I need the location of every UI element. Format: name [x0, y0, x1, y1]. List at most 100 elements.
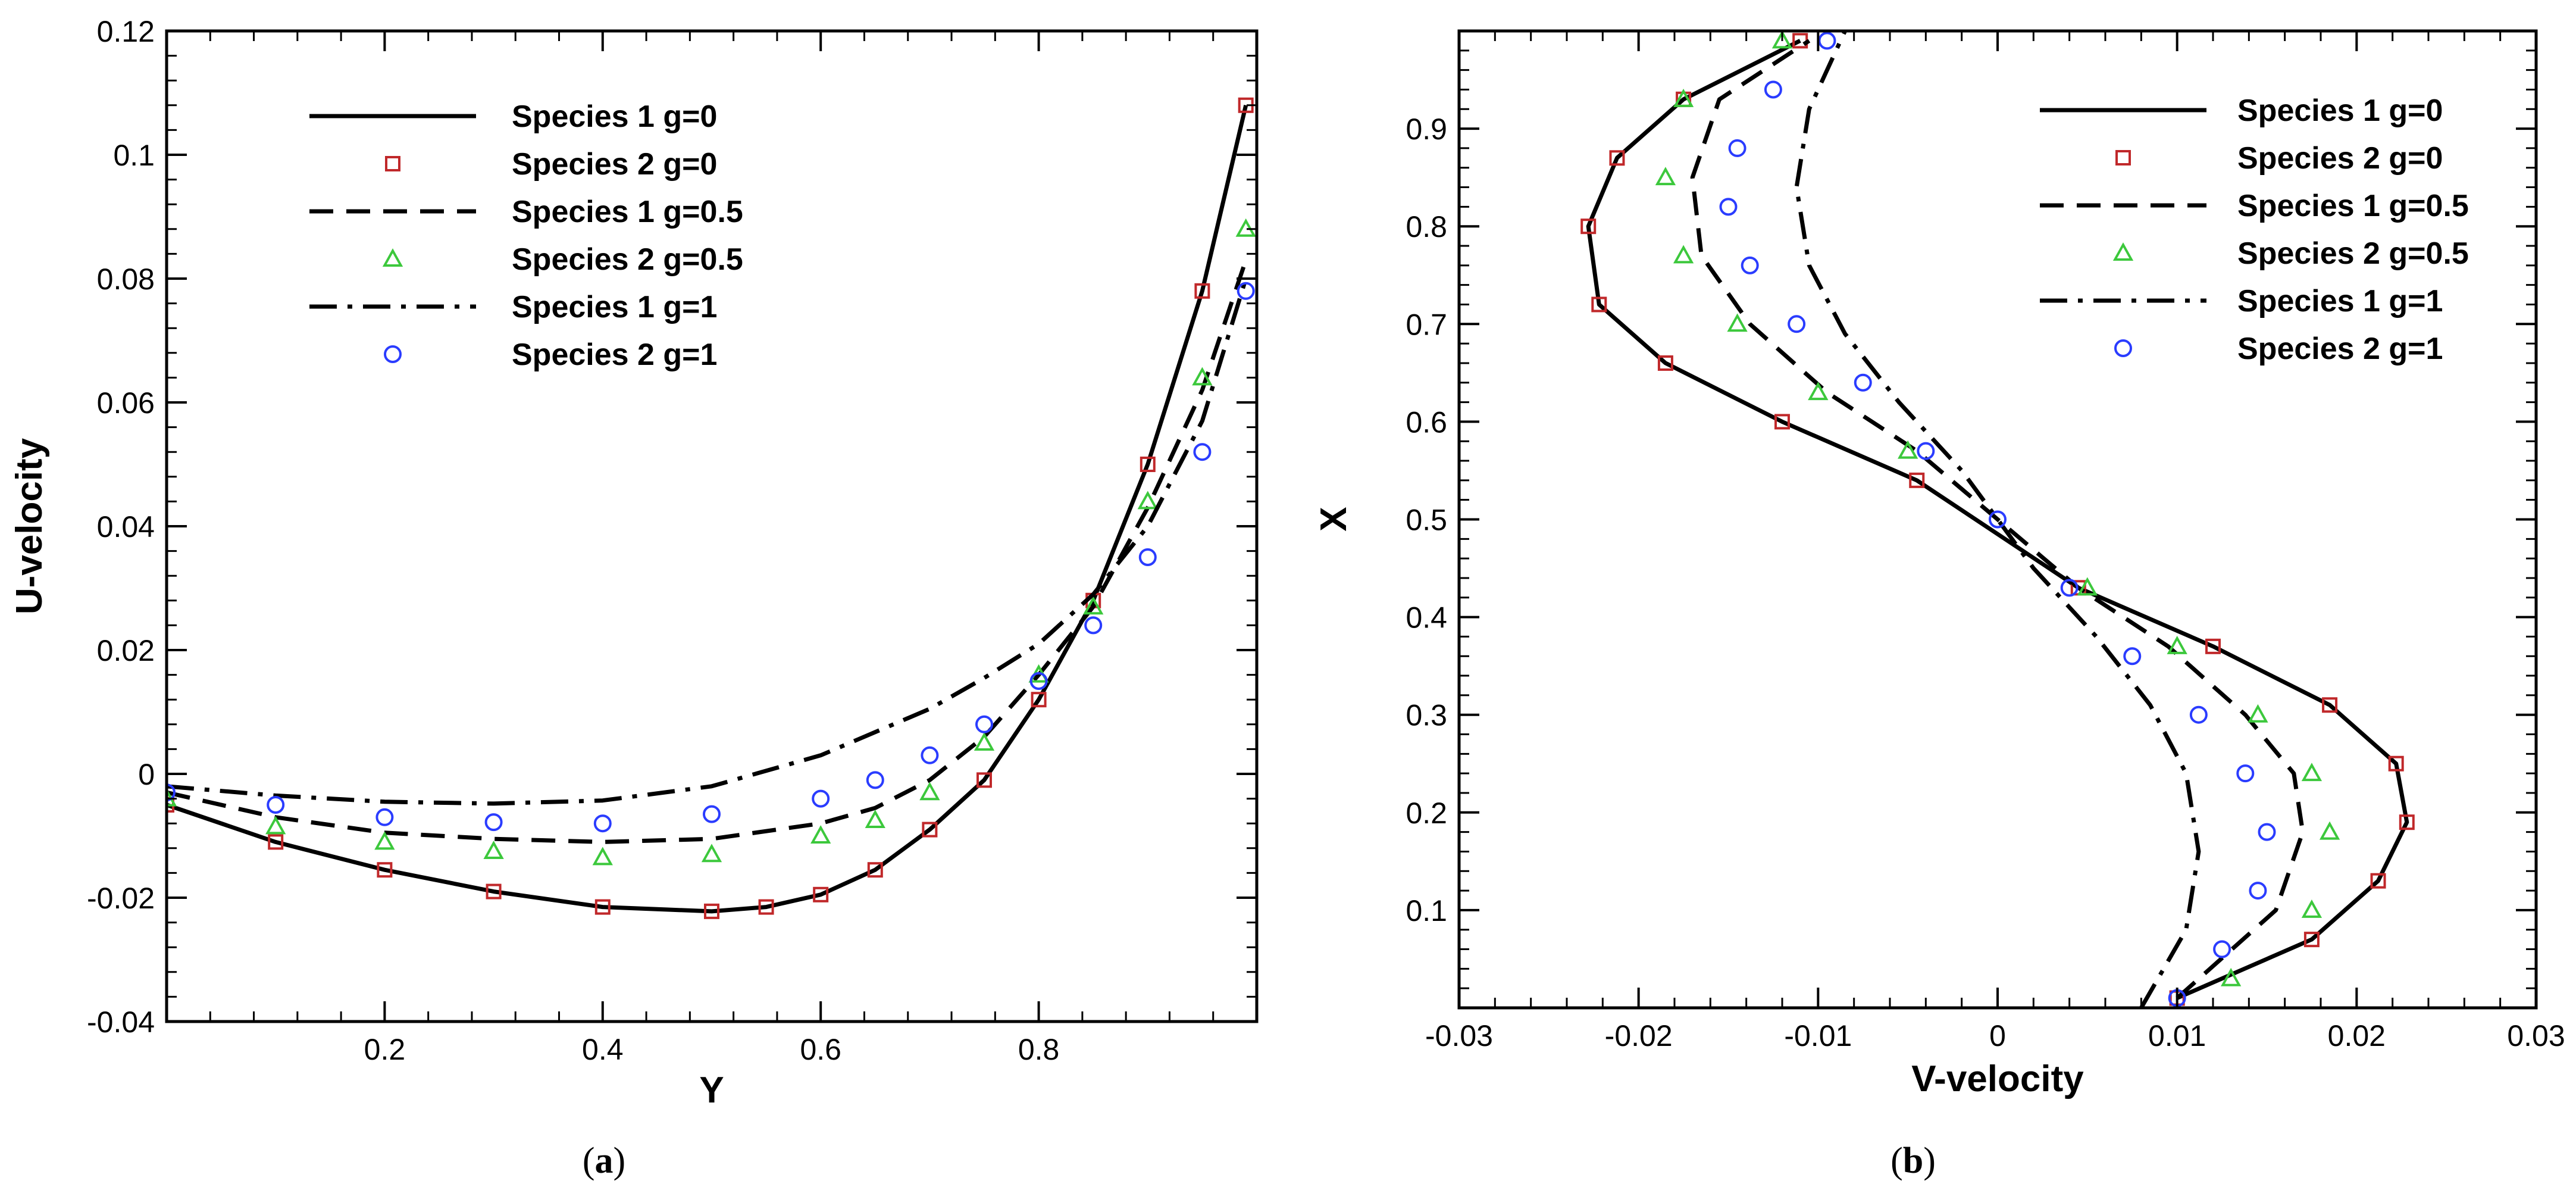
- data-point: [1083, 596, 1104, 615]
- data-point: [1084, 616, 1103, 635]
- data-point: [1591, 296, 1607, 313]
- data-point: [1193, 443, 1212, 461]
- data-point: [1237, 282, 1255, 300]
- series-line: [167, 259, 1248, 844]
- series-line: [1690, 39, 2305, 1000]
- legend-item: Species 1 g=0: [309, 99, 717, 134]
- data-point: [374, 831, 395, 850]
- data-point: [1898, 440, 1918, 459]
- data-point: [265, 816, 286, 835]
- y-tick-label: 0.1: [113, 139, 155, 172]
- y-tick-label: 0.1: [1406, 894, 1447, 927]
- panel-caption: (a): [583, 1141, 625, 1181]
- data-point: [1673, 245, 1694, 264]
- series-line: [167, 277, 1248, 806]
- x-tick-label: 0.02: [2328, 1019, 2386, 1052]
- data-point: [1727, 313, 1748, 332]
- data-point: [1741, 256, 1759, 274]
- data-point: [1192, 367, 1213, 386]
- data-point: [2370, 873, 2386, 889]
- data-point: [1989, 510, 2007, 529]
- y-tick-label: 0: [138, 758, 155, 791]
- data-point: [1808, 382, 1829, 401]
- data-point: [1728, 139, 1746, 157]
- data-point: [1771, 31, 1793, 49]
- data-point: [1673, 89, 1694, 107]
- series-5: [167, 277, 1248, 806]
- caption-letter: a: [595, 1141, 614, 1181]
- x-tick-label: 0.01: [2148, 1019, 2206, 1052]
- series-1: [1586, 39, 2409, 1000]
- x-axis-title: Y: [699, 1070, 724, 1111]
- legend-item: Species 2 g=0.5: [2112, 236, 2469, 271]
- data-point: [919, 782, 940, 801]
- chart-panel-b: -0.03 -0.02 -0.01 0 0.01 0.02 0.03 0.1 0.2 0.3 0.4…: [1313, 29, 2565, 1181]
- series-6: [167, 282, 1255, 833]
- series-1: [167, 104, 1248, 914]
- data-point: [1580, 218, 1597, 235]
- plot-area-a: [167, 97, 1256, 919]
- y-tick-label: 0.02: [97, 634, 155, 667]
- data-point: [1719, 198, 1738, 216]
- series-3: [167, 259, 1248, 844]
- data-point: [1031, 692, 1047, 708]
- x-axis-title: V-velocity: [1911, 1058, 2084, 1100]
- data-point: [866, 771, 884, 789]
- legend-marker: [384, 345, 402, 363]
- legend-item: Species 2 g=0: [385, 147, 717, 182]
- data-point: [2301, 899, 2323, 918]
- y-tick-label: 0.4: [1406, 601, 1447, 635]
- legend-label: Species 1 g=0: [512, 99, 717, 134]
- data-point: [701, 844, 722, 863]
- legend-marker: [2114, 339, 2132, 357]
- legend-label: Species 2 g=0.5: [2237, 236, 2469, 271]
- y-tick-label: 0.2: [1406, 797, 1447, 830]
- y-tick-label: 0.08: [97, 263, 155, 296]
- data-point: [377, 862, 393, 878]
- data-point: [2319, 821, 2340, 840]
- data-point: [484, 813, 503, 832]
- legend-label: Species 1 g=0: [2237, 93, 2443, 128]
- legend-marker: [382, 248, 403, 267]
- data-point: [921, 746, 939, 764]
- legend: Species 1 g=0 Species 2 g=0 Species 1 g=0.…: [309, 99, 743, 372]
- legend-item: Species 2 g=0.5: [382, 242, 743, 277]
- x-tick-label: -0.01: [1784, 1019, 1852, 1052]
- y-axis-title: X: [1313, 507, 1354, 531]
- data-point: [2205, 638, 2221, 654]
- legend-label: Species 2 g=0.5: [512, 242, 743, 277]
- data-point: [1917, 442, 1935, 460]
- data-point: [1029, 672, 1048, 690]
- data-point: [704, 903, 719, 919]
- x-tick-label: 0.8: [1018, 1033, 1060, 1066]
- data-point: [2060, 579, 2079, 597]
- legend-item: Species 1 g=0.5: [2040, 189, 2469, 223]
- data-point: [2077, 577, 2098, 596]
- data-point: [758, 899, 774, 915]
- y-tick-label: 0.12: [97, 15, 155, 48]
- legend-label: Species 2 g=1: [2237, 332, 2443, 366]
- y-tick-label: -0.02: [87, 882, 155, 915]
- data-point: [592, 847, 613, 866]
- series-line: [1794, 31, 2201, 1008]
- data-point: [1655, 167, 1676, 186]
- panel-caption: (b): [1890, 1141, 1936, 1181]
- data-point: [1788, 315, 1806, 333]
- data-point: [1764, 80, 1782, 99]
- x-tick-label: 0.6: [800, 1033, 841, 1066]
- data-point: [1138, 548, 1157, 566]
- data-point: [593, 814, 612, 833]
- data-point: [810, 825, 831, 844]
- legend-item: Species 1 g=0: [2040, 93, 2443, 128]
- data-point: [2189, 705, 2208, 724]
- data-point: [1774, 414, 1790, 430]
- data-point: [812, 789, 830, 808]
- data-point: [2213, 940, 2231, 958]
- legend-item: Species 1 g=1: [309, 290, 717, 324]
- data-point: [1140, 457, 1156, 472]
- data-point: [867, 862, 883, 878]
- y-tick-label: 0.7: [1406, 308, 1447, 341]
- data-point: [2221, 967, 2242, 986]
- series-4: [1655, 31, 2340, 986]
- data-point: [267, 796, 285, 814]
